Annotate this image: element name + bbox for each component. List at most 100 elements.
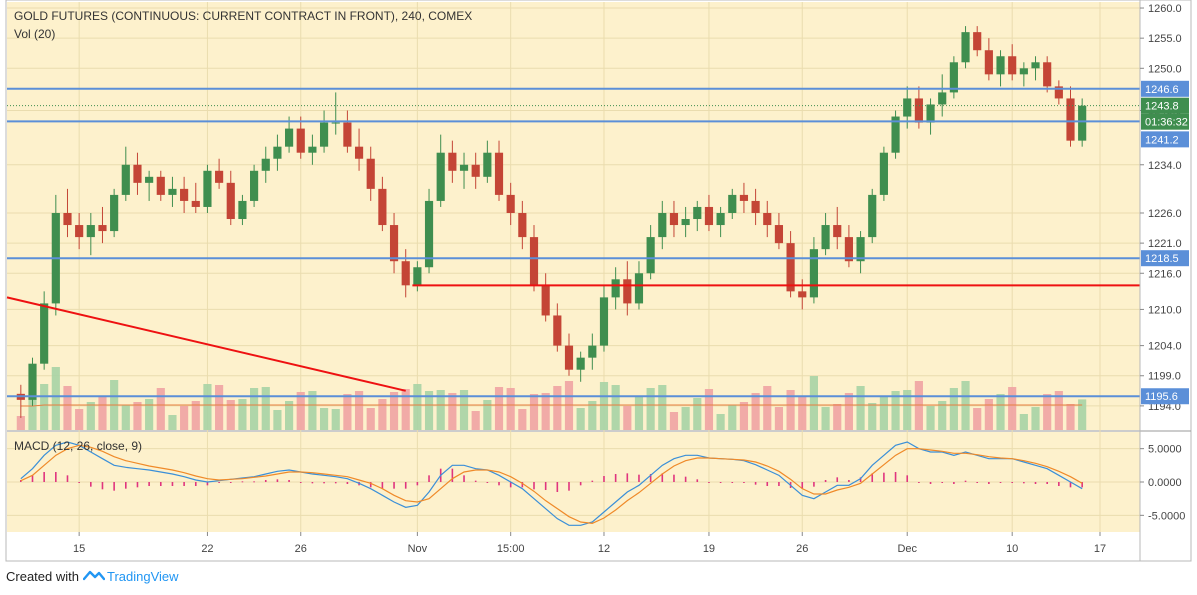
candle-body[interactable] (203, 170, 212, 207)
drawing-lines[interactable] (6, 87, 1140, 398)
candle-body[interactable] (40, 303, 49, 364)
candle-body[interactable] (180, 188, 189, 201)
candle-body[interactable] (611, 279, 620, 298)
candle-body[interactable] (1066, 98, 1075, 141)
candle-body[interactable] (354, 146, 364, 159)
candle-body[interactable] (1019, 68, 1028, 75)
candle-body[interactable] (541, 285, 550, 316)
candle-body[interactable] (739, 194, 749, 201)
candle-body[interactable] (308, 146, 317, 153)
price-axis[interactable]: 1260.01255.01250.01243.01234.01226.01221… (1139, 0, 1185, 561)
candle-body[interactable] (868, 194, 877, 238)
candle-body[interactable] (413, 267, 422, 286)
candle-body[interactable] (693, 206, 702, 220)
macd-histogram-bar (824, 480, 827, 482)
candle-body[interactable] (366, 158, 375, 189)
candle-body[interactable] (623, 279, 632, 304)
candle-body[interactable] (821, 225, 830, 250)
candle-body[interactable] (984, 50, 993, 75)
candle-body[interactable] (98, 225, 107, 232)
candle-body[interactable] (588, 345, 597, 358)
candle-body[interactable] (518, 212, 527, 238)
candle-body[interactable] (319, 122, 329, 147)
candle-body[interactable] (494, 152, 504, 195)
candle-body[interactable] (133, 164, 142, 183)
candle-body[interactable] (903, 98, 912, 117)
candle-body[interactable] (1054, 86, 1063, 99)
candle-body[interactable] (728, 194, 737, 213)
candle-body[interactable] (238, 200, 247, 220)
candle-body[interactable] (891, 116, 900, 153)
candle-body[interactable] (343, 122, 352, 147)
candle-body[interactable] (786, 243, 795, 292)
tradingview-brand-link[interactable]: TradingView (106, 569, 179, 584)
tradingview-logo-icon[interactable] (82, 568, 106, 585)
candle-body[interactable] (191, 200, 200, 207)
candle-body[interactable] (1078, 105, 1087, 141)
candle-body[interactable] (436, 152, 445, 201)
candle-body[interactable] (914, 98, 923, 123)
candle-body[interactable] (716, 212, 725, 226)
candle-body[interactable] (506, 194, 515, 213)
candle-body[interactable] (681, 219, 690, 226)
candle-body[interactable] (938, 92, 947, 105)
candle-body[interactable] (529, 237, 539, 286)
candle-body[interactable] (751, 200, 760, 213)
candle-body[interactable] (296, 128, 305, 153)
candle-body[interactable] (145, 176, 154, 183)
candle-body[interactable] (809, 249, 819, 298)
macd-histogram-bar (183, 482, 185, 486)
candle-body[interactable] (226, 182, 235, 220)
candle-body[interactable] (471, 164, 480, 177)
candle-body[interactable] (973, 32, 982, 51)
candle-body[interactable] (261, 158, 270, 171)
candle-body[interactable] (658, 212, 667, 238)
candle-body[interactable] (576, 357, 585, 370)
candle-body[interactable] (564, 345, 574, 370)
candle-body[interactable] (634, 273, 644, 304)
candle-body[interactable] (401, 261, 410, 286)
candle-body[interactable] (284, 128, 294, 147)
trend-line[interactable] (6, 296, 406, 392)
candle-body[interactable] (763, 212, 772, 226)
candle-body[interactable] (121, 164, 130, 195)
candle-body[interactable] (833, 225, 842, 238)
candle-body[interactable] (483, 152, 492, 177)
candle-body[interactable] (949, 62, 958, 93)
candle-body[interactable] (424, 200, 434, 268)
time-axis[interactable]: 15 22 26 Nov 15:00 12 19 26 Dec 10 17 (73, 532, 1106, 555)
candle-body[interactable] (774, 225, 784, 244)
candle-body[interactable] (961, 32, 970, 63)
candle-body[interactable] (28, 363, 37, 400)
candle-body[interactable] (75, 225, 84, 238)
candle-body[interactable] (646, 237, 655, 274)
candle-body[interactable] (168, 188, 177, 195)
candle-body[interactable] (1043, 62, 1052, 87)
candle-body[interactable] (996, 56, 1005, 75)
candle-body[interactable] (86, 225, 95, 238)
candle-body[interactable] (879, 152, 888, 195)
candle-body[interactable] (844, 237, 853, 262)
candle-body[interactable] (798, 291, 807, 298)
candle-body[interactable] (250, 170, 259, 201)
candle-body[interactable] (1008, 56, 1017, 75)
candle-body[interactable] (63, 212, 72, 226)
candle-body[interactable] (856, 237, 865, 262)
candle-body[interactable] (273, 146, 282, 159)
candle-body[interactable] (704, 206, 714, 226)
candle-body[interactable] (331, 122, 340, 124)
candle-body[interactable] (378, 188, 387, 226)
candle-body[interactable] (669, 212, 679, 226)
candle-body[interactable] (156, 176, 165, 195)
candle-body[interactable] (215, 170, 224, 183)
candle-body[interactable] (1031, 62, 1040, 69)
candle-body[interactable] (459, 164, 469, 171)
candle-body[interactable] (926, 104, 935, 123)
candle-body[interactable] (389, 225, 399, 262)
candle-body[interactable] (448, 152, 457, 171)
candles[interactable] (16, 26, 1087, 418)
candle-body[interactable] (553, 315, 562, 346)
candle-body[interactable] (110, 194, 119, 232)
candle-body[interactable] (599, 297, 609, 346)
